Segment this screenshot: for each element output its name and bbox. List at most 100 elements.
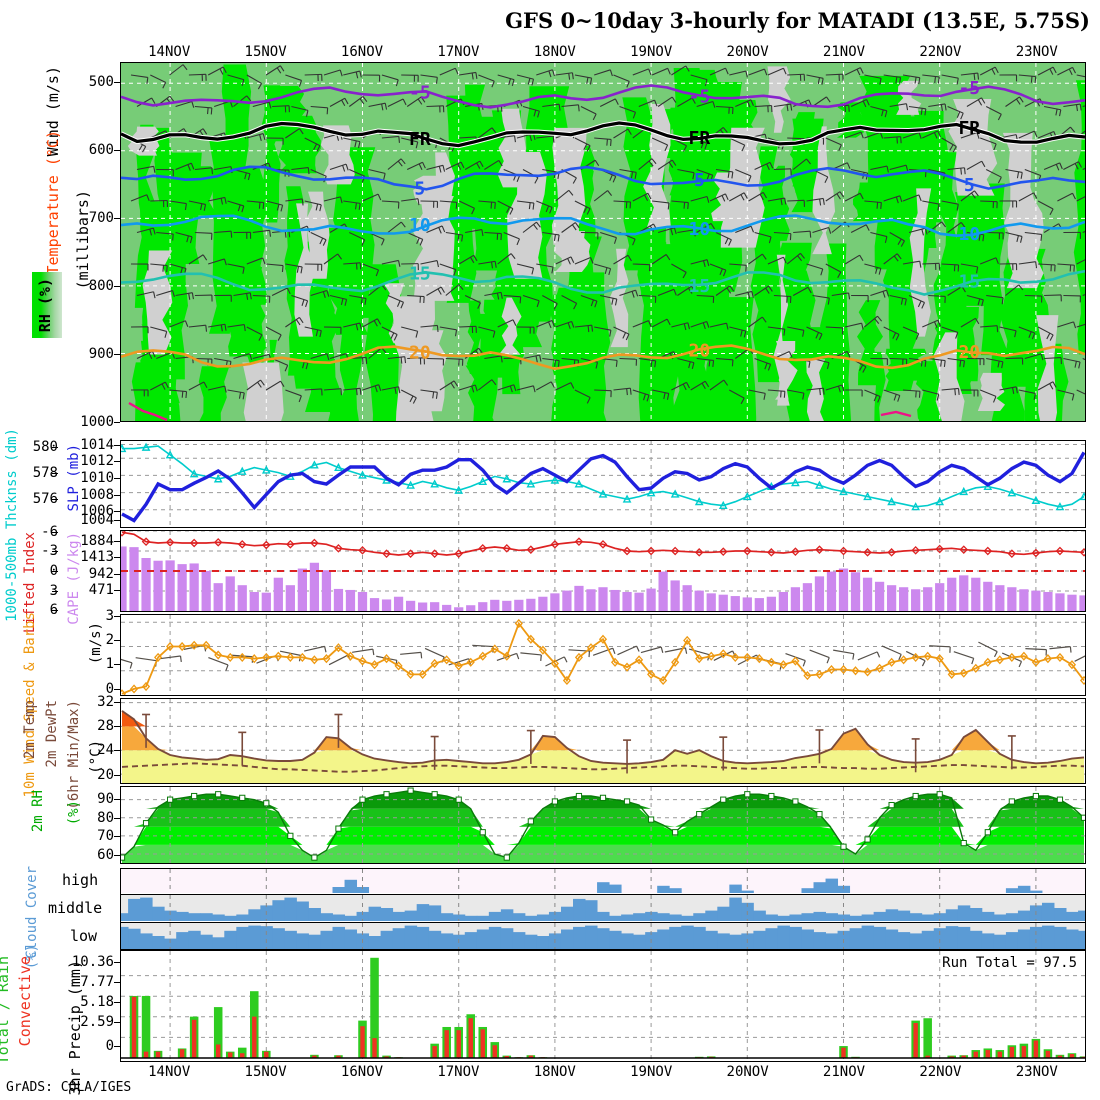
- ytick-mark: [114, 478, 120, 480]
- ytick-label: 3: [105, 607, 114, 624]
- ytick-label: 500: [88, 74, 114, 91]
- label-wind-10m-units: (m/s): [88, 622, 104, 665]
- panel-precip: Run Total = 97.5: [120, 950, 1086, 1062]
- ytick-label: 0: [105, 1037, 114, 1054]
- date-tick-21nov: 21NOV: [822, 44, 866, 60]
- yaxis-rh-2m: 90 80 70 60: [0, 786, 120, 864]
- legend-rh-upper: RH (%): [36, 278, 54, 333]
- date-tick-18nov: 18NOV: [533, 1064, 576, 1080]
- ytick-mark: [114, 541, 120, 543]
- svg-text:5: 5: [694, 170, 705, 191]
- ytick-mark: [114, 150, 120, 152]
- svg-text:20: 20: [958, 342, 980, 363]
- date-tick-22nov: 22NOV: [919, 44, 962, 60]
- ytick-mark: [114, 511, 120, 513]
- yaxis-temp-2m: 32 28 24 20: [0, 694, 120, 784]
- ytick-label: 2: [105, 631, 114, 648]
- yaxis-wind-10m: 3 2 1 0: [0, 608, 120, 698]
- ytick-label: 5.18: [80, 994, 114, 1011]
- ytick-label: 578: [32, 464, 58, 481]
- date-tick-19nov: 19NOV: [630, 44, 673, 60]
- ytick-label: 942: [88, 565, 114, 582]
- ytick-label: 1010: [80, 470, 114, 487]
- ytick-mark: [52, 590, 58, 592]
- run-total-label: Run Total = 97.5: [942, 955, 1077, 971]
- ytick-label: 1413: [80, 549, 114, 566]
- label-dewpt-2m: 2m DewPt: [44, 700, 60, 768]
- date-tick-17nov: 17NOV: [437, 1064, 480, 1080]
- ytick-mark: [52, 446, 58, 448]
- ytick-mark: [114, 701, 120, 703]
- ytick-label: 700: [88, 210, 114, 227]
- date-tick-17nov: 17NOV: [437, 44, 480, 60]
- ytick-mark: [52, 551, 58, 553]
- ytick-label: 600: [88, 142, 114, 159]
- date-axis-top: 14NOV 15NOV 16NOV 17NOV 18NOV 19NOV 20NOV 21NOV…: [120, 44, 1086, 62]
- ytick-mark: [114, 961, 120, 963]
- ytick-label: 1008: [80, 486, 114, 503]
- ytick-label: 2.59: [80, 1014, 114, 1031]
- ytick-mark: [114, 573, 120, 575]
- date-tick-20nov: 20NOV: [726, 44, 769, 60]
- yaxis-upper-air: 500 600 700 800 900 1000: [0, 62, 120, 430]
- label-slp: SLP (mb): [66, 444, 82, 512]
- cloud-row-label-low: low: [70, 927, 98, 945]
- svg-text:5: 5: [964, 175, 975, 196]
- panel-temp-2m: [120, 698, 1086, 784]
- panel-slp-thickness: [120, 440, 1086, 528]
- ytick-mark: [114, 590, 120, 592]
- ytick-mark: [114, 817, 120, 819]
- ytick-mark: [114, 557, 120, 559]
- svg-text:20: 20: [689, 341, 711, 362]
- rh-legend-swatch: [32, 272, 62, 338]
- panel-cloud-middle: [120, 894, 1086, 922]
- ytick-label: -3: [41, 543, 58, 560]
- svg-text:-5: -5: [689, 86, 711, 107]
- ytick-label: 60: [97, 847, 114, 864]
- panel-cloud-high: [120, 868, 1086, 894]
- date-tick-23nov: 23NOV: [1015, 1064, 1058, 1080]
- ytick-label: 7.77: [80, 973, 114, 990]
- ytick-mark: [114, 750, 120, 752]
- date-tick-15nov: 15NOV: [244, 1064, 287, 1080]
- ytick-mark: [114, 639, 120, 641]
- ytick-label: 28: [97, 717, 114, 734]
- yaxis-precip: 10.36 7.77 5.18 2.59 0: [0, 950, 120, 1062]
- ytick-mark: [114, 494, 120, 496]
- svg-text:-5: -5: [958, 78, 980, 99]
- label-cape: CAPE (J/kg): [66, 532, 82, 625]
- ytick-mark: [114, 836, 120, 838]
- svg-text:10: 10: [689, 219, 711, 240]
- label-precip-axis: 3hr Precip (mm): [66, 960, 84, 1096]
- label-temp-2m: 2m Temp: [22, 700, 38, 760]
- ytick-label: 1012: [80, 453, 114, 470]
- svg-text:-5: -5: [409, 82, 431, 103]
- ytick-mark: [114, 444, 120, 446]
- page-title: GFS 0~10day 3-hourly for MATADI (13.5E, …: [505, 8, 1090, 33]
- ytick-mark: [114, 615, 120, 617]
- ytick-label: 0: [105, 681, 114, 698]
- ytick-label: 576: [32, 490, 58, 507]
- svg-text:15: 15: [958, 272, 980, 293]
- date-tick-20nov: 20NOV: [726, 1064, 769, 1080]
- panel-upper-air: -5 -5 -5 FR FR FR 5 5 5 10 10 10 15 15 15 20 20 20: [120, 62, 1086, 422]
- cloud-row-label-middle: middle: [48, 899, 103, 917]
- label-rh-2m-units: (%): [66, 800, 82, 826]
- ytick-label: 1014: [80, 436, 114, 453]
- date-tick-22nov: 22NOV: [919, 1064, 962, 1080]
- ytick-label: 1000: [80, 414, 114, 430]
- label-temp-2m-units: (°C): [88, 740, 104, 774]
- svg-text:FR: FR: [689, 128, 711, 149]
- ytick-mark: [114, 774, 120, 776]
- ytick-mark: [114, 855, 120, 857]
- ytick-label: 24: [97, 742, 114, 759]
- svg-text:10: 10: [958, 224, 980, 245]
- svg-text:10: 10: [409, 215, 431, 236]
- ytick-mark: [114, 218, 120, 220]
- ytick-mark: [52, 472, 58, 474]
- ytick-mark: [114, 689, 120, 691]
- svg-text:FR: FR: [958, 118, 980, 139]
- label-rh-2m: 2m RH: [30, 790, 46, 833]
- ytick-label: 10.36: [71, 953, 114, 970]
- ytick-label: 580: [32, 438, 58, 455]
